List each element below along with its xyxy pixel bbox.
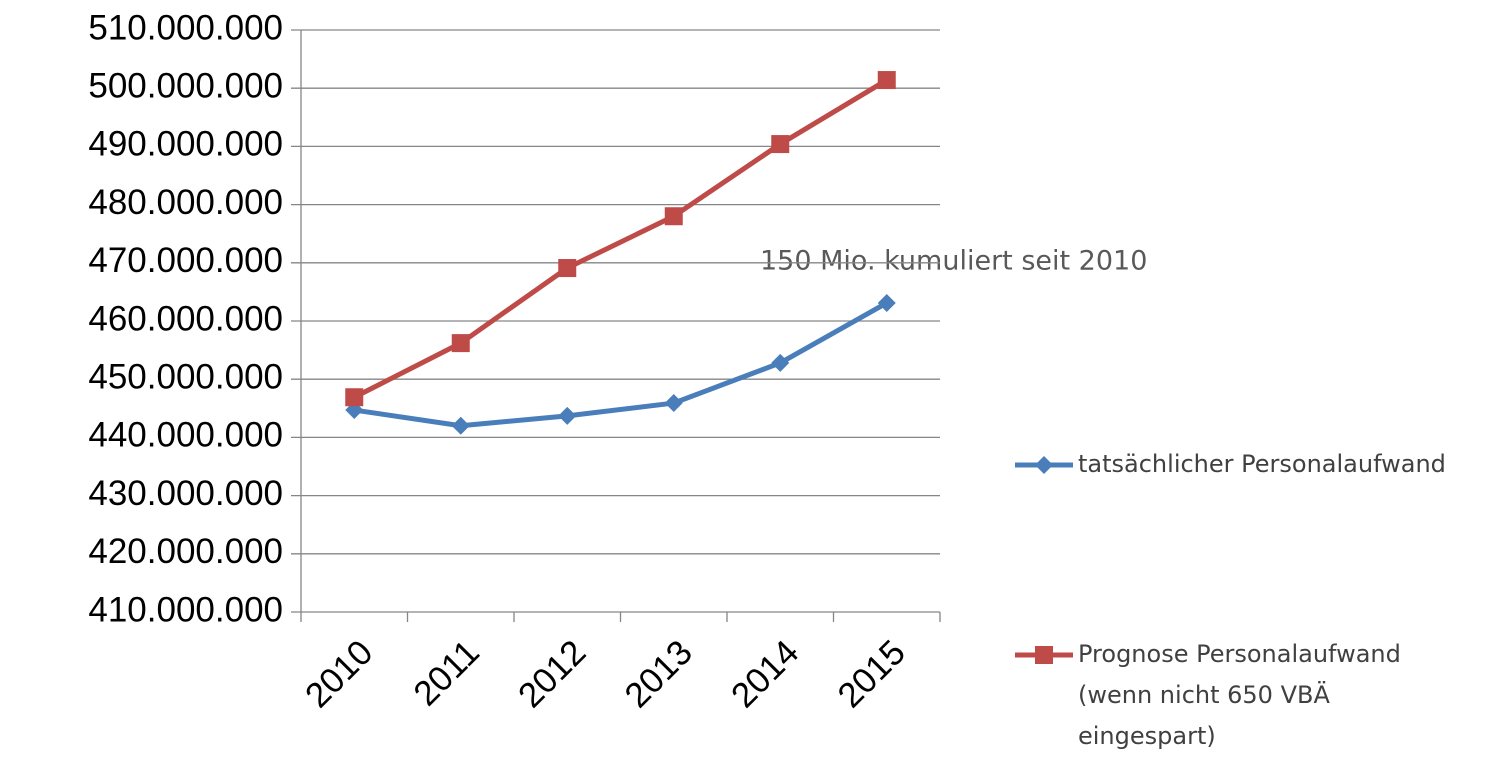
y-tick-label: 420.000.000	[88, 532, 283, 571]
legend-label: Prognose Personalaufwand (wenn nicht 650…	[1078, 640, 1401, 750]
y-tick-label: 510.000.000	[88, 8, 283, 47]
marker	[451, 416, 470, 435]
marker	[1035, 646, 1053, 664]
series-line	[353, 77, 889, 400]
y-tick-label: 480.000.000	[88, 183, 283, 222]
marker	[345, 388, 364, 407]
y-tick-label: 440.000.000	[88, 416, 283, 455]
marker	[877, 293, 896, 312]
marker	[771, 353, 790, 372]
marker	[558, 406, 577, 425]
marker	[558, 259, 577, 278]
marker	[771, 135, 790, 154]
x-tick-label: 2014	[724, 633, 807, 716]
y-tick-label: 470.000.000	[88, 241, 283, 280]
x-tick-label: 2011	[406, 633, 487, 714]
marker	[1035, 456, 1053, 474]
y-tick-label: 500.000.000	[88, 66, 283, 105]
y-tick-label: 450.000.000	[88, 357, 283, 396]
y-tick-label: 410.000.000	[88, 590, 283, 629]
marker	[877, 71, 896, 90]
y-tick-label: 460.000.000	[88, 299, 283, 338]
x-tick-label: 2015	[830, 633, 913, 716]
y-tick-label: 490.000.000	[88, 125, 283, 164]
marker	[664, 394, 683, 413]
y-tick-label: 430.000.000	[88, 474, 283, 513]
marker	[451, 334, 470, 353]
series-line	[353, 300, 888, 429]
x-tick-label: 2010	[298, 633, 381, 716]
x-tick-label: 2012	[511, 633, 594, 716]
legend-label: tatsächlicher Personalaufwand	[1078, 450, 1446, 478]
marker	[664, 207, 683, 226]
x-tick-label: 2013	[617, 633, 700, 716]
annotation: 150 Mio. kumuliert seit 2010	[760, 246, 1147, 277]
